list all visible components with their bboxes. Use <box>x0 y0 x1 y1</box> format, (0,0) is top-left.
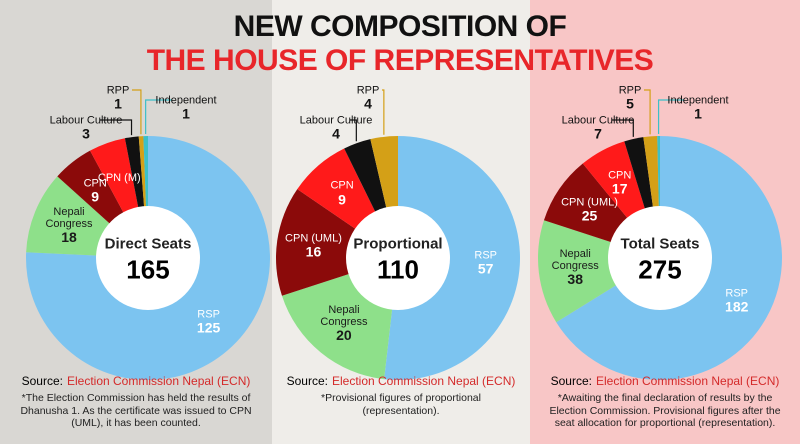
category-label: Nepali Congress <box>551 248 599 273</box>
value-label: 16 <box>305 243 322 260</box>
slice-label: Nepali Congress 18 <box>39 206 99 246</box>
category-label: Independent <box>667 94 729 107</box>
category-label: CPN (M) <box>97 171 141 184</box>
value-label: 3 <box>82 125 90 142</box>
category-label: CPN (UML) <box>285 232 342 245</box>
slice-label: Labour Culture 4 <box>300 114 373 141</box>
value-label: 18 <box>61 228 77 245</box>
category-label: CPN <box>608 168 632 181</box>
value-label: 38 <box>567 271 583 288</box>
slice-label: CPN 9 <box>330 180 353 207</box>
category-label: RSP <box>197 307 220 320</box>
value-label: 182 <box>725 298 749 315</box>
center-label: Total Seats <box>620 235 700 253</box>
slice-label: RSP 125 <box>197 308 220 335</box>
slice-label: Independent 1 <box>667 94 728 121</box>
source: Source: Election Commission Nepal (ECN) <box>0 374 272 388</box>
donut-hole <box>346 206 450 310</box>
leader-line <box>350 119 357 142</box>
donut-slice <box>384 136 521 381</box>
slice-label: Labour Culture 7 <box>562 114 635 141</box>
value-label: 9 <box>338 190 346 207</box>
slice-label: CPN (UML) 16 <box>285 232 342 259</box>
category-label: RSP <box>725 287 749 300</box>
footnote: *Provisional figures of proportional (re… <box>321 392 481 417</box>
value-label: 1 <box>694 105 702 122</box>
slice-label: CPN (UML) 25 <box>561 196 618 223</box>
slice-label: RSP 182 <box>725 287 748 314</box>
category-label: Independent <box>155 94 217 107</box>
category-label: Labour Culture <box>49 114 123 127</box>
footnote: *The Election Commission has held the re… <box>20 392 252 430</box>
footnote: *Awaiting the final declaration of resul… <box>549 392 781 430</box>
leader-line <box>145 99 172 135</box>
source: Source: Election Commission Nepal (ECN) <box>272 374 530 388</box>
category-label: RPP <box>618 84 642 97</box>
category-label: Labour Culture <box>561 114 635 127</box>
value-label: 1 <box>114 95 122 112</box>
value-label: 20 <box>336 327 352 344</box>
center-total: 165 <box>126 254 170 285</box>
leader-line <box>612 119 634 137</box>
donut-hole <box>96 206 200 310</box>
value-label: 125 <box>196 318 221 335</box>
slice-label: RPP 4 <box>357 84 380 111</box>
center-label: Proportional <box>353 235 443 253</box>
value-label: 17 <box>611 180 628 197</box>
leader-line <box>132 89 142 135</box>
source-label: Source: <box>21 374 63 388</box>
source-label: Source: <box>286 374 328 388</box>
value-label: 1 <box>182 105 190 122</box>
leader-line <box>644 89 651 135</box>
category-label: Nepali Congress <box>320 304 368 329</box>
donut-hole <box>608 206 712 310</box>
slice-label: Labour Culture 3 <box>50 114 123 141</box>
category-label: CPN <box>83 177 107 190</box>
category-label: RSP <box>474 249 497 262</box>
center-label: Direct Seats <box>104 235 192 253</box>
category-label: CPN <box>330 179 354 192</box>
title-line2: THE HOUSE OF REPRESENTATIVES <box>146 44 654 77</box>
category-label: CPN (UML) <box>561 196 618 209</box>
value-label: 57 <box>477 260 494 277</box>
category-label: Labour Culture <box>299 114 373 127</box>
value-label: 4 <box>332 125 340 142</box>
value-label: 9 <box>91 188 100 205</box>
donut-slice <box>275 189 398 296</box>
donut-slice <box>537 220 660 323</box>
slice-label: CPN 17 <box>608 169 631 196</box>
slice-label: Nepali Congress 20 <box>314 304 374 344</box>
leader-line <box>100 119 133 136</box>
value-label: 5 <box>626 95 634 112</box>
value-label: 4 <box>364 95 372 112</box>
leader-line <box>657 99 684 135</box>
leader-line <box>382 89 385 135</box>
slice-label: Independent 1 <box>155 94 216 121</box>
category-label: RPP <box>356 84 380 97</box>
source-label: Source: <box>550 374 592 388</box>
title-line1: NEW COMPOSITION OF <box>233 10 567 43</box>
center-total: 275 <box>638 254 682 285</box>
source-name: Election Commission Nepal (ECN) <box>66 374 251 388</box>
category-label: RPP <box>106 84 130 97</box>
slice-label: RSP 57 <box>474 249 497 276</box>
slice-label: CPN 9 <box>84 177 107 204</box>
slice-label: CPN (M) <box>98 172 141 184</box>
value-label: 7 <box>594 125 602 142</box>
slice-label: Nepali Congress 38 <box>545 248 605 288</box>
value-label: 25 <box>581 207 598 224</box>
slice-label: RPP 5 <box>619 84 642 111</box>
source-name: Election Commission Nepal (ECN) <box>595 374 780 388</box>
category-label: Nepali Congress <box>45 205 93 230</box>
source-name: Election Commission Nepal (ECN) <box>331 374 516 388</box>
source: Source: Election Commission Nepal (ECN) <box>530 374 800 388</box>
center-total: 110 <box>377 254 419 285</box>
slice-label: RPP 1 <box>107 84 130 111</box>
